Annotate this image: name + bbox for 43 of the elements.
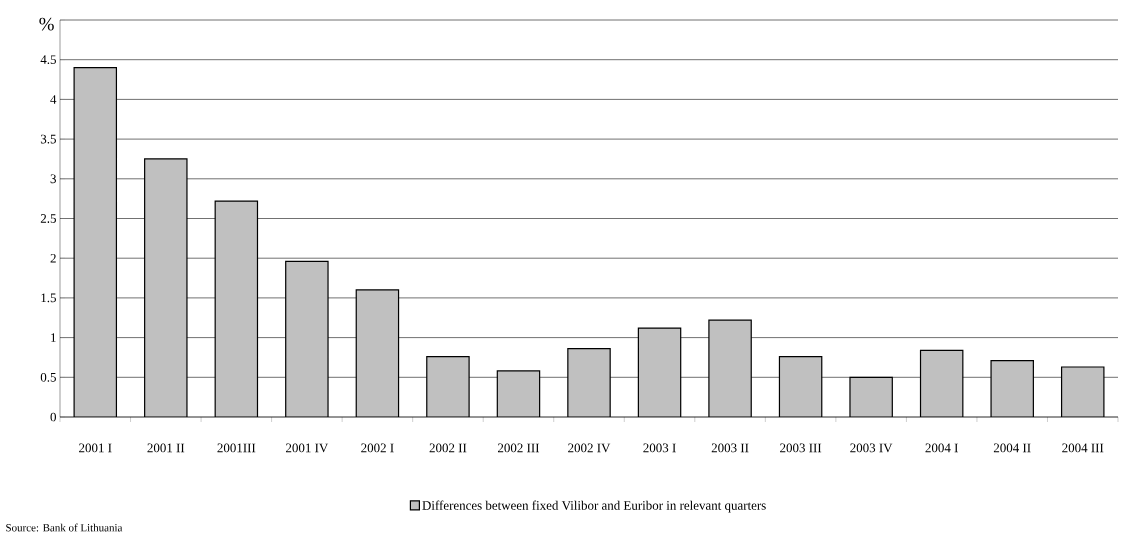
- bar: [496, 370, 541, 417]
- bar: [144, 158, 188, 417]
- y-tick-label: 4: [50, 95, 57, 104]
- bar: [708, 319, 752, 417]
- bar: [778, 356, 823, 417]
- y-tick-label: 2.5: [40, 214, 56, 223]
- bar: [285, 260, 329, 417]
- x-tick-label: 2002 I: [361, 443, 394, 453]
- bar: [637, 327, 682, 417]
- x-tick-label: 2001 IV: [286, 443, 329, 453]
- x-tick-label: 2003 III: [780, 443, 822, 453]
- x-tick-label: 2004 II: [993, 443, 1031, 453]
- x-tick-label: 2002 III: [497, 443, 540, 453]
- y-tick-label: 0.5: [40, 372, 56, 382]
- y-tick-label: 4.5: [40, 55, 56, 65]
- x-tick-label: 2003 IV: [850, 443, 893, 453]
- x-tick-label: 2001III: [217, 443, 256, 453]
- x-tick-label: 2004 III: [1062, 443, 1104, 453]
- legend-label: Differences between fixed Vilibor and Euribor in relevant quarters: [422, 500, 766, 513]
- bar: [73, 67, 118, 417]
- x-tick-label: 2002 IV: [568, 443, 611, 453]
- bar: [1060, 366, 1105, 417]
- x-tick-label: 2001 II: [147, 443, 185, 453]
- source-note: Source: Bank of Lithuania: [6, 523, 123, 532]
- y-tick-label: 0: [50, 412, 56, 422]
- y-tick-label: 3.5: [40, 134, 56, 144]
- bar: [990, 360, 1034, 417]
- bar: [214, 200, 259, 417]
- x-tick-label: 2004 I: [925, 443, 958, 453]
- x-tick-label: 2003 I: [643, 443, 676, 453]
- bar: [849, 376, 893, 417]
- y-axis-title: %: [39, 17, 54, 31]
- x-tick-label: 2003 II: [711, 443, 749, 453]
- x-tick-label: 2002 II: [429, 443, 467, 453]
- bar: [426, 356, 470, 417]
- y-tick-label: 2: [50, 253, 56, 263]
- y-tick-label: 3: [50, 174, 56, 184]
- bar: [567, 348, 611, 417]
- y-tick-label: 1.5: [41, 293, 56, 303]
- x-tick-label: 2001 I: [79, 443, 112, 453]
- bar: [355, 289, 400, 417]
- y-tick-label: 1: [51, 333, 56, 342]
- bar: [919, 349, 964, 417]
